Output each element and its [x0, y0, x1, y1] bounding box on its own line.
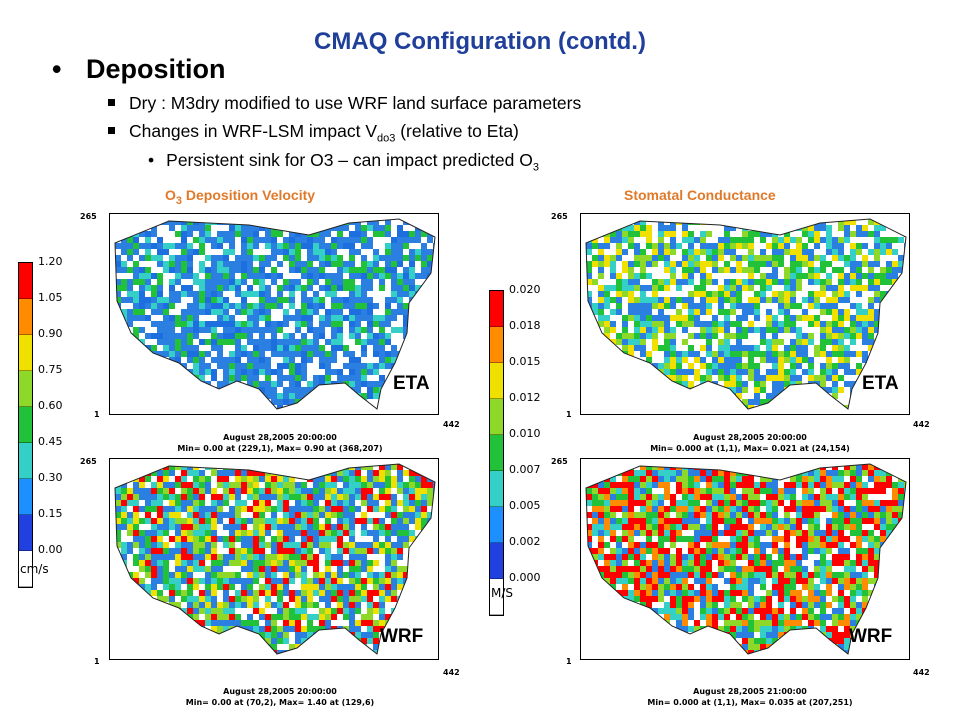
scale-swatch [19, 335, 32, 371]
square-bullet-icon [108, 98, 115, 106]
bullet-sink-sub: 3 [532, 161, 539, 174]
slide-title: CMAQ Configuration (contd.) [314, 28, 646, 55]
left-title-sub: 3 [175, 194, 183, 207]
map-caption: August 28,2005 21:00:00 Min= 0.000 at (1… [630, 686, 870, 708]
map-left-eta [109, 213, 439, 415]
caption-minmax: Min= 0.00 at (70,2), Max= 1.40 at (129,6… [185, 698, 375, 707]
scale-tick-label: 0.015 [509, 355, 541, 368]
map-label-wrf: WRF [380, 626, 424, 647]
scale-swatch [19, 299, 32, 335]
corner-top-label: 265 [80, 457, 97, 466]
bullet-dry: Dry : M3dry modified to use WRF land sur… [108, 93, 581, 114]
color-scale-right [489, 290, 504, 616]
bullet-changes-sub: do3 [377, 132, 396, 145]
corner-right-label: 442 [443, 668, 460, 677]
scale-tick-label: 0.75 [38, 363, 63, 376]
scale-swatch [490, 363, 503, 399]
corner-right-label: 442 [913, 420, 930, 429]
caption-minmax: Min= 0.00 at (229,1), Max= 0.90 at (368,… [177, 444, 383, 453]
caption-minmax: Min= 0.000 at (1,1), Max= 0.035 at (207,… [647, 698, 853, 707]
scale-swatch [490, 291, 503, 327]
scale-tick-label: 0.018 [509, 319, 541, 332]
scale-tick-label: 1.05 [38, 291, 63, 304]
scale-swatch [490, 507, 503, 543]
scale-swatch [19, 479, 32, 515]
scale-swatch [490, 579, 503, 615]
corner-bottom-label: 1 [94, 410, 100, 419]
scale-tick-label: 0.007 [509, 463, 541, 476]
corner-right-label: 442 [913, 668, 930, 677]
corner-top-label: 265 [551, 212, 568, 221]
map-outline [114, 218, 436, 410]
scale-swatch [19, 263, 32, 299]
map-label-wrf: WRF [849, 626, 893, 647]
scale-swatch [490, 327, 503, 363]
left-title-post: Deposition Velocity [182, 187, 316, 203]
bullet-sink: • Persistent sink for O3 – can impact pre… [148, 150, 539, 174]
left-panel-title: O3 Deposition Velocity [165, 187, 315, 207]
left-title-pre: O [165, 187, 176, 203]
unit-label-right: M/S [491, 586, 514, 600]
heading-text: Deposition [86, 54, 226, 84]
scale-tick-label: 0.30 [38, 471, 63, 484]
map-caption: August 28,2005 20:00:00 Min= 0.00 at (22… [160, 432, 400, 454]
map-caption: August 28,2005 20:00:00 Min= 0.00 at (70… [160, 686, 400, 708]
scale-tick-label: 0.020 [509, 283, 541, 296]
dot-bullet-icon: • [148, 150, 155, 170]
scale-tick-label: 0.010 [509, 427, 541, 440]
corner-right-label: 442 [443, 420, 460, 429]
scale-tick-label: 0.15 [38, 507, 63, 520]
right-panel-title: Stomatal Conductance [624, 187, 776, 203]
scale-tick-label: 0.002 [509, 535, 541, 548]
caption-date: August 28,2005 20:00:00 [223, 687, 337, 696]
map-caption: August 28,2005 20:00:00 Min= 0.000 at (1… [630, 432, 870, 454]
square-bullet-icon [108, 126, 115, 134]
map-right-wrf [580, 458, 910, 660]
map-field [115, 219, 435, 409]
map-outline [114, 463, 436, 655]
bullet-changes-post: (relative to Eta) [395, 121, 519, 141]
scale-swatch [19, 443, 32, 479]
color-scale-left [18, 262, 33, 588]
scale-swatch [19, 407, 32, 443]
caption-date: August 28,2005 20:00:00 [223, 433, 337, 442]
scale-tick-label: 0.000 [509, 571, 541, 584]
map-right-eta [580, 213, 910, 415]
bullet-changes-pre: Changes in WRF-LSM impact V [129, 121, 377, 141]
map-outline [585, 218, 907, 410]
scale-tick-label: 0.00 [38, 543, 63, 556]
scale-swatch [490, 399, 503, 435]
bullet-sink-pre: Persistent sink for O3 – can impact pred… [166, 150, 533, 170]
scale-swatch [19, 515, 32, 551]
scale-swatch [490, 471, 503, 507]
corner-bottom-label: 1 [566, 657, 572, 666]
scale-tick-label: 0.90 [38, 327, 63, 340]
bullet-changes: Changes in WRF-LSM impact Vdo3 (relative… [108, 121, 519, 145]
scale-tick-label: 0.005 [509, 499, 541, 512]
map-label-eta: ETA [862, 373, 899, 394]
corner-top-label: 265 [551, 457, 568, 466]
scale-swatch [490, 435, 503, 471]
map-outline [585, 463, 907, 655]
scale-swatch [490, 543, 503, 579]
unit-label-left: cm/s [20, 562, 49, 576]
scale-swatch [19, 371, 32, 407]
scale-tick-label: 0.012 [509, 391, 541, 404]
corner-top-label: 265 [80, 212, 97, 221]
corner-bottom-label: 1 [94, 657, 100, 666]
caption-date: August 28,2005 20:00:00 [693, 433, 807, 442]
caption-minmax: Min= 0.000 at (1,1), Max= 0.021 at (24,1… [650, 444, 850, 453]
scale-tick-label: 0.45 [38, 435, 63, 448]
map-label-eta: ETA [393, 373, 430, 394]
scale-tick-label: 0.60 [38, 399, 63, 412]
scale-swatch [19, 551, 32, 587]
scale-tick-label: 1.20 [38, 255, 63, 268]
bullet-icon: • [52, 54, 62, 84]
corner-bottom-label: 1 [566, 410, 572, 419]
bullet-dry-text: Dry : M3dry modified to use WRF land sur… [129, 93, 582, 113]
caption-date: August 28,2005 21:00:00 [693, 687, 807, 696]
map-left-wrf [109, 458, 439, 660]
